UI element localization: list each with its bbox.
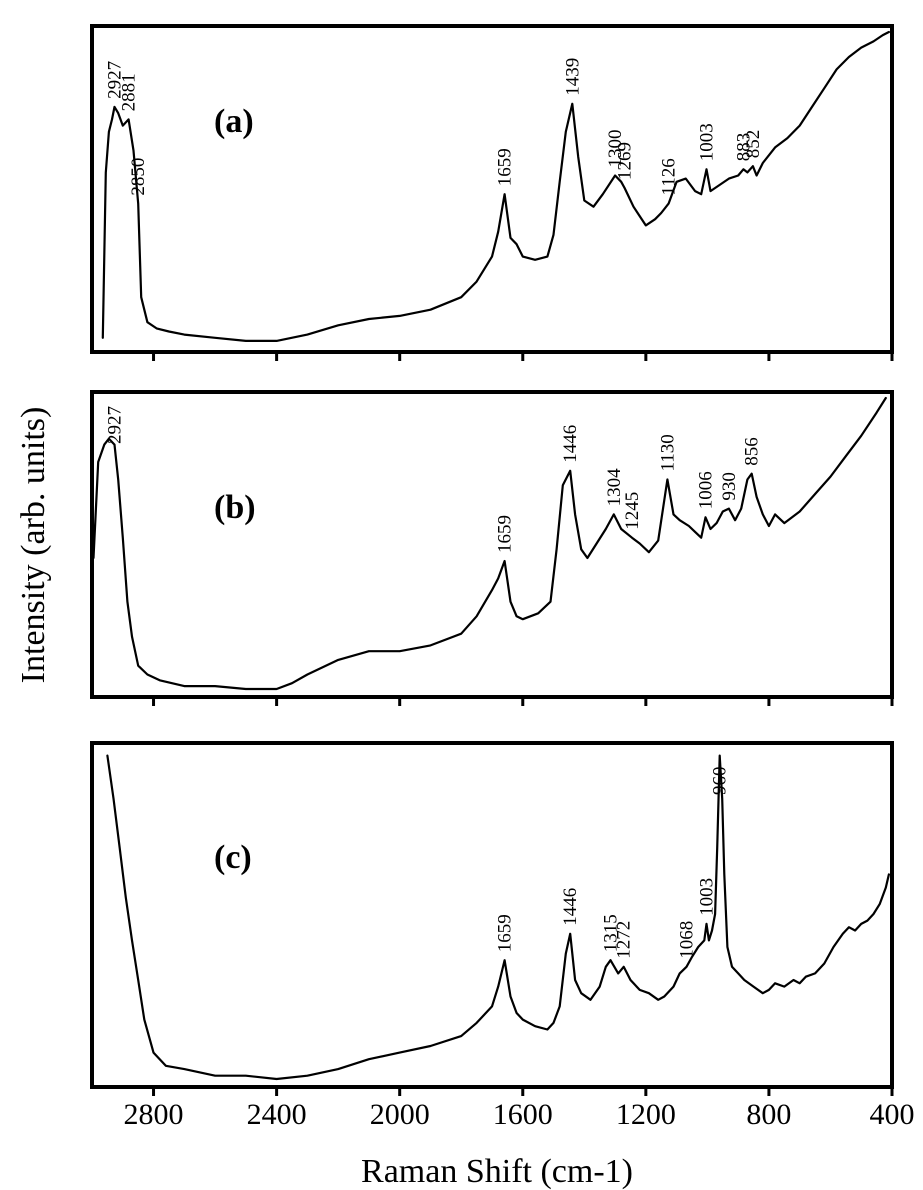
x-tick-label: 2800 bbox=[124, 1098, 184, 1131]
x-tick-label: 1200 bbox=[616, 1098, 676, 1131]
peak-label: 1006 bbox=[696, 471, 717, 509]
peak-label: 1315 bbox=[601, 914, 622, 952]
peak-label: 2927 bbox=[105, 61, 126, 99]
peak-label: 1659 bbox=[495, 515, 516, 553]
peak-label: 1003 bbox=[697, 123, 718, 161]
peak-label: 2927 bbox=[105, 406, 126, 444]
spectrum-line bbox=[92, 396, 887, 691]
panel-frame bbox=[90, 390, 894, 699]
x-axis-title: Raman Shift (cm-1) bbox=[361, 1153, 633, 1190]
peak-label: 1068 bbox=[677, 921, 698, 959]
peak-label: 1126 bbox=[659, 158, 680, 195]
peak-label: 1245 bbox=[622, 492, 643, 530]
y-axis-title: Intensity (arb. units) bbox=[15, 407, 52, 684]
peak-label: 1304 bbox=[604, 468, 625, 507]
peak-label: 856 bbox=[742, 437, 763, 466]
peak-label: 2850 bbox=[128, 158, 149, 196]
peak-label: 1269 bbox=[615, 142, 636, 180]
peak-label: 852 bbox=[743, 130, 764, 159]
peak-label: 1446 bbox=[560, 425, 581, 463]
peak-label: 1659 bbox=[495, 148, 516, 186]
peak-label: 1272 bbox=[614, 921, 635, 959]
peak-label: 2881 bbox=[119, 73, 140, 111]
panel-frame bbox=[90, 741, 894, 1089]
peak-label: 883 bbox=[733, 133, 754, 162]
peak-label: 960 bbox=[710, 767, 731, 796]
x-tick-label: 1600 bbox=[493, 1098, 553, 1131]
peak-label: 1300 bbox=[605, 130, 626, 168]
peak-label: 1439 bbox=[562, 58, 583, 96]
spectrum-line bbox=[106, 754, 890, 1081]
peak-label: 1446 bbox=[560, 888, 581, 926]
spectrum-line bbox=[101, 30, 890, 342]
panel-label: (c) bbox=[214, 839, 252, 876]
peak-label: 1659 bbox=[495, 914, 516, 952]
panel-label: (a) bbox=[214, 103, 254, 140]
peak-label: 1130 bbox=[657, 434, 678, 471]
x-axis: 2800 2400 2000 1600 1200 800 400 bbox=[124, 1098, 915, 1131]
x-tick-label: 2400 bbox=[247, 1098, 307, 1131]
x-tick-label: 800 bbox=[746, 1098, 791, 1131]
x-tick-label: 2000 bbox=[370, 1098, 430, 1131]
peak-label: 930 bbox=[719, 472, 740, 501]
peak-label: 1003 bbox=[697, 878, 718, 916]
panel-frame bbox=[90, 24, 894, 354]
x-tick-label: 400 bbox=[870, 1098, 915, 1131]
panel-label: (b) bbox=[214, 489, 256, 526]
